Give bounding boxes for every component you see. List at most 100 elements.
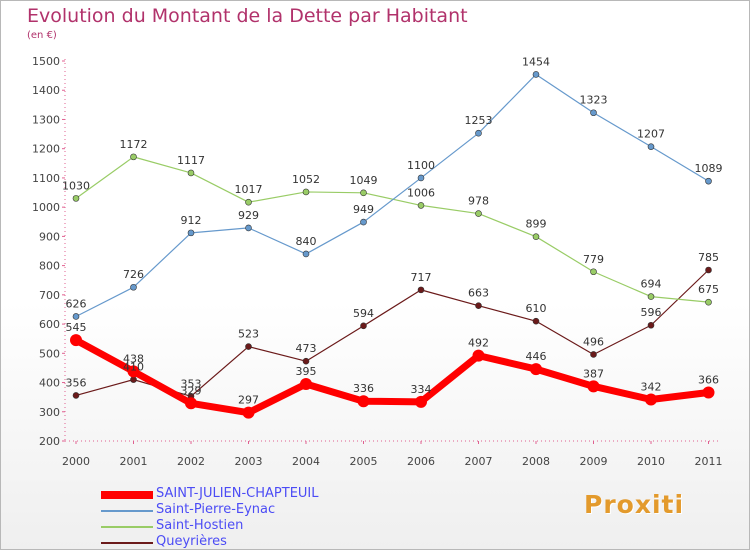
data-label: 978 xyxy=(468,195,489,208)
data-label: 545 xyxy=(66,321,87,334)
legend-swatch xyxy=(101,526,153,528)
data-point xyxy=(532,317,540,325)
y-tick-label: 1500 xyxy=(32,55,60,68)
y-tick-label: 1100 xyxy=(32,172,60,185)
data-label: 356 xyxy=(66,376,87,389)
data-point xyxy=(590,268,597,276)
data-point xyxy=(187,169,195,177)
series-line-3 xyxy=(75,269,710,397)
data-point xyxy=(472,349,485,362)
x-tick-label: 2002 xyxy=(177,455,205,468)
data-point xyxy=(360,322,367,330)
y-tick-label: 500 xyxy=(39,347,60,360)
data-label: 1006 xyxy=(407,186,435,199)
x-tick-label: 2004 xyxy=(292,455,320,468)
y-tick-label: 900 xyxy=(39,230,60,243)
data-point xyxy=(300,378,312,390)
data-point xyxy=(72,313,80,320)
data-label: 446 xyxy=(526,350,547,363)
series-line-2 xyxy=(75,156,710,303)
data-point xyxy=(417,202,425,209)
data-point xyxy=(242,406,255,419)
data-label: 1454 xyxy=(522,55,550,68)
x-tick-label: 2009 xyxy=(580,455,608,468)
series-line-0 xyxy=(72,336,712,417)
data-point xyxy=(590,109,597,117)
data-point xyxy=(530,363,542,376)
data-point xyxy=(185,397,197,410)
legend-label: SAINT-JULIEN-CHAPTEUIL xyxy=(156,486,319,501)
y-tick-label: 400 xyxy=(39,377,60,390)
data-point xyxy=(302,357,310,365)
data-label: 334 xyxy=(411,383,432,396)
data-label: 473 xyxy=(296,342,317,355)
data-label: 1253 xyxy=(465,114,493,127)
x-tick-label: 2008 xyxy=(522,455,550,468)
data-point xyxy=(417,174,425,182)
data-label: 610 xyxy=(526,302,547,315)
data-label: 366 xyxy=(698,373,719,386)
data-point xyxy=(705,177,712,185)
data-point xyxy=(645,393,657,406)
data-label: 596 xyxy=(641,306,662,319)
x-tick-label: 2000 xyxy=(62,455,90,468)
data-point xyxy=(475,302,482,309)
data-point xyxy=(72,195,80,202)
data-point xyxy=(532,233,540,240)
data-label: 929 xyxy=(238,209,259,222)
data-point xyxy=(70,334,82,347)
data-label: 912 xyxy=(181,214,202,227)
data-label: 726 xyxy=(123,268,144,281)
y-tick-label: 1200 xyxy=(32,143,60,156)
data-label: 675 xyxy=(698,283,719,296)
chart-title: Evolution du Montant de la Dette par Hab… xyxy=(27,5,468,27)
data-point xyxy=(475,210,482,217)
data-label: 663 xyxy=(468,287,489,300)
data-point xyxy=(705,266,712,274)
y-tick-label: 200 xyxy=(39,435,60,448)
data-label: 1172 xyxy=(120,138,148,151)
data-label: 410 xyxy=(123,361,144,374)
x-tick-label: 2007 xyxy=(465,455,493,468)
y-tick-label: 1000 xyxy=(32,201,60,214)
data-label: 949 xyxy=(353,203,374,216)
data-label: 1030 xyxy=(62,179,90,192)
legend-label: Saint-Hostien xyxy=(156,518,244,533)
data-point xyxy=(187,229,195,237)
y-tick-label: 800 xyxy=(39,260,60,273)
legend-swatch xyxy=(101,491,153,499)
data-label: 523 xyxy=(238,328,259,341)
data-point xyxy=(647,143,655,150)
data-label: 395 xyxy=(296,365,317,378)
data-point xyxy=(590,351,597,358)
data-label: 1049 xyxy=(350,174,378,187)
data-point xyxy=(415,395,427,408)
data-point xyxy=(130,283,137,291)
data-label: 779 xyxy=(583,253,604,266)
chart-subtitle: (en €) xyxy=(27,30,57,41)
x-tick-label: 2006 xyxy=(407,455,435,468)
legend-swatch xyxy=(101,542,153,544)
data-label: 297 xyxy=(238,394,259,407)
data-point xyxy=(72,392,80,399)
data-point xyxy=(302,250,310,258)
x-tick-label: 2011 xyxy=(695,455,723,468)
data-label: 329 xyxy=(181,384,202,397)
data-point xyxy=(130,153,137,161)
data-point xyxy=(245,198,252,206)
data-label: 496 xyxy=(583,335,604,348)
data-point xyxy=(357,395,370,408)
legend-label: Queyrières xyxy=(156,534,227,549)
data-label: 1207 xyxy=(637,128,665,141)
proxiti-logo: Proxiti xyxy=(584,490,685,519)
data-point xyxy=(417,286,425,294)
data-point xyxy=(360,218,367,226)
data-label: 1052 xyxy=(292,173,320,186)
data-label: 336 xyxy=(353,382,374,395)
x-tick-label: 2001 xyxy=(120,455,148,468)
data-label: 1100 xyxy=(407,159,435,172)
data-point xyxy=(705,298,712,306)
data-label: 694 xyxy=(641,278,662,291)
y-tick-label: 300 xyxy=(39,406,60,419)
